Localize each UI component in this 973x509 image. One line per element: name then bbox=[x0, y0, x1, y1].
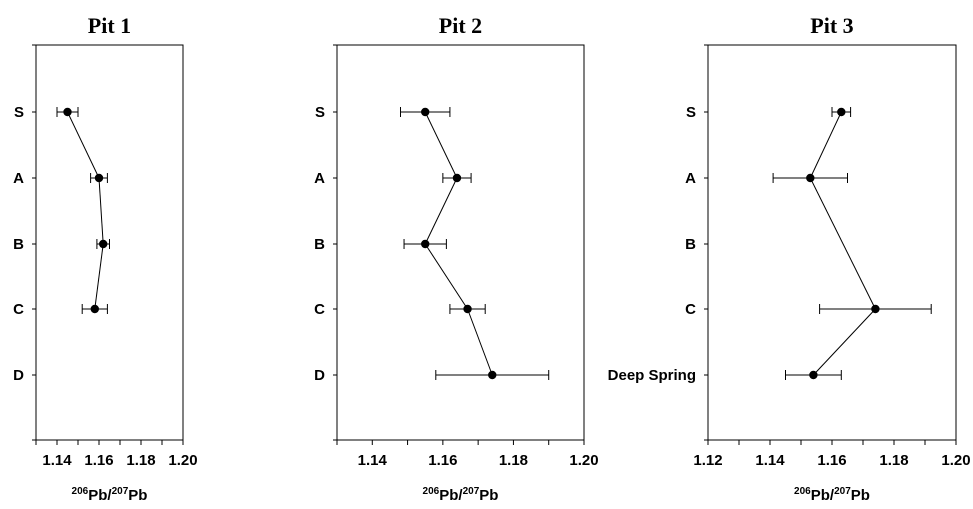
data-point bbox=[421, 239, 430, 249]
chart-panel-2: Pit 2 S A B C D 1.14 1.16 1.18 1.20 206Pb/207Pb bbox=[314, 13, 598, 504]
plot-frame bbox=[35, 44, 184, 441]
data-point bbox=[871, 304, 880, 314]
chart-title: Pit 3 bbox=[810, 13, 853, 38]
category-label: Deep Spring bbox=[608, 367, 696, 384]
x-tick-label: 1.16 bbox=[817, 452, 846, 469]
series-line-segment bbox=[467, 308, 493, 376]
chart-panel-3: Pit 3 S A B C Deep Spring 1.12 1.14 1.16 1.18 1.20… bbox=[608, 13, 971, 504]
series-line-segment bbox=[424, 243, 468, 310]
category-label: C bbox=[314, 301, 325, 318]
data-point bbox=[421, 107, 430, 117]
chart-panel-1: Pit 1 S A B C D 1.14 1.16 1.18 1.20 206Pb/207Pb bbox=[13, 13, 197, 504]
category-label: S bbox=[686, 104, 696, 121]
category-label: D bbox=[13, 367, 24, 384]
category-label: A bbox=[13, 170, 24, 187]
chart-title: Pit 2 bbox=[439, 13, 482, 38]
data-point bbox=[806, 173, 815, 183]
category-label: B bbox=[685, 236, 696, 253]
data-point bbox=[63, 107, 72, 117]
series-line-segment bbox=[809, 177, 876, 310]
x-tick-label: 1.18 bbox=[879, 452, 908, 469]
x-tick-label: 1.14 bbox=[755, 452, 785, 469]
plot-frame bbox=[707, 44, 957, 441]
category-label: S bbox=[315, 104, 325, 121]
x-axis-label: 206Pb/207Pb bbox=[794, 486, 870, 504]
plot-frame bbox=[336, 44, 585, 441]
data-point bbox=[488, 370, 497, 380]
data-point bbox=[463, 304, 472, 314]
x-tick-label: 1.18 bbox=[126, 452, 155, 469]
x-tick-label: 1.18 bbox=[499, 452, 528, 469]
series-line-segment bbox=[94, 243, 104, 310]
category-label: A bbox=[685, 170, 696, 187]
data-point bbox=[452, 173, 462, 183]
category-label: B bbox=[13, 236, 24, 253]
x-tick-label: 1.14 bbox=[42, 452, 72, 469]
x-axis-label: 206Pb/207Pb bbox=[72, 486, 148, 504]
x-tick-label: 1.20 bbox=[941, 452, 970, 469]
x-tick-label: 1.14 bbox=[358, 452, 388, 469]
series-line-segment bbox=[98, 177, 104, 245]
category-label: S bbox=[14, 104, 24, 121]
category-label: B bbox=[314, 236, 325, 253]
series-line-segment bbox=[809, 111, 842, 179]
x-tick-label: 1.16 bbox=[428, 452, 457, 469]
x-tick-label: 1.16 bbox=[84, 452, 113, 469]
data-point bbox=[99, 239, 108, 249]
series-line-segment bbox=[424, 111, 458, 179]
data-point bbox=[837, 107, 846, 117]
series-line-segment bbox=[67, 111, 100, 179]
data-point bbox=[94, 173, 104, 183]
data-point bbox=[809, 370, 818, 380]
series-line-segment bbox=[424, 177, 458, 245]
category-label: D bbox=[314, 367, 325, 384]
x-tick-label: 1.20 bbox=[168, 452, 197, 469]
category-label: A bbox=[314, 170, 325, 187]
x-axis-label: 206Pb/207Pb bbox=[423, 486, 499, 504]
chart-title: Pit 1 bbox=[88, 13, 131, 38]
data-point bbox=[90, 304, 100, 314]
category-label: C bbox=[13, 301, 24, 318]
x-tick-label: 1.12 bbox=[693, 452, 722, 469]
category-label: C bbox=[685, 301, 696, 318]
x-tick-label: 1.20 bbox=[569, 452, 598, 469]
series-line-segment bbox=[813, 308, 876, 376]
